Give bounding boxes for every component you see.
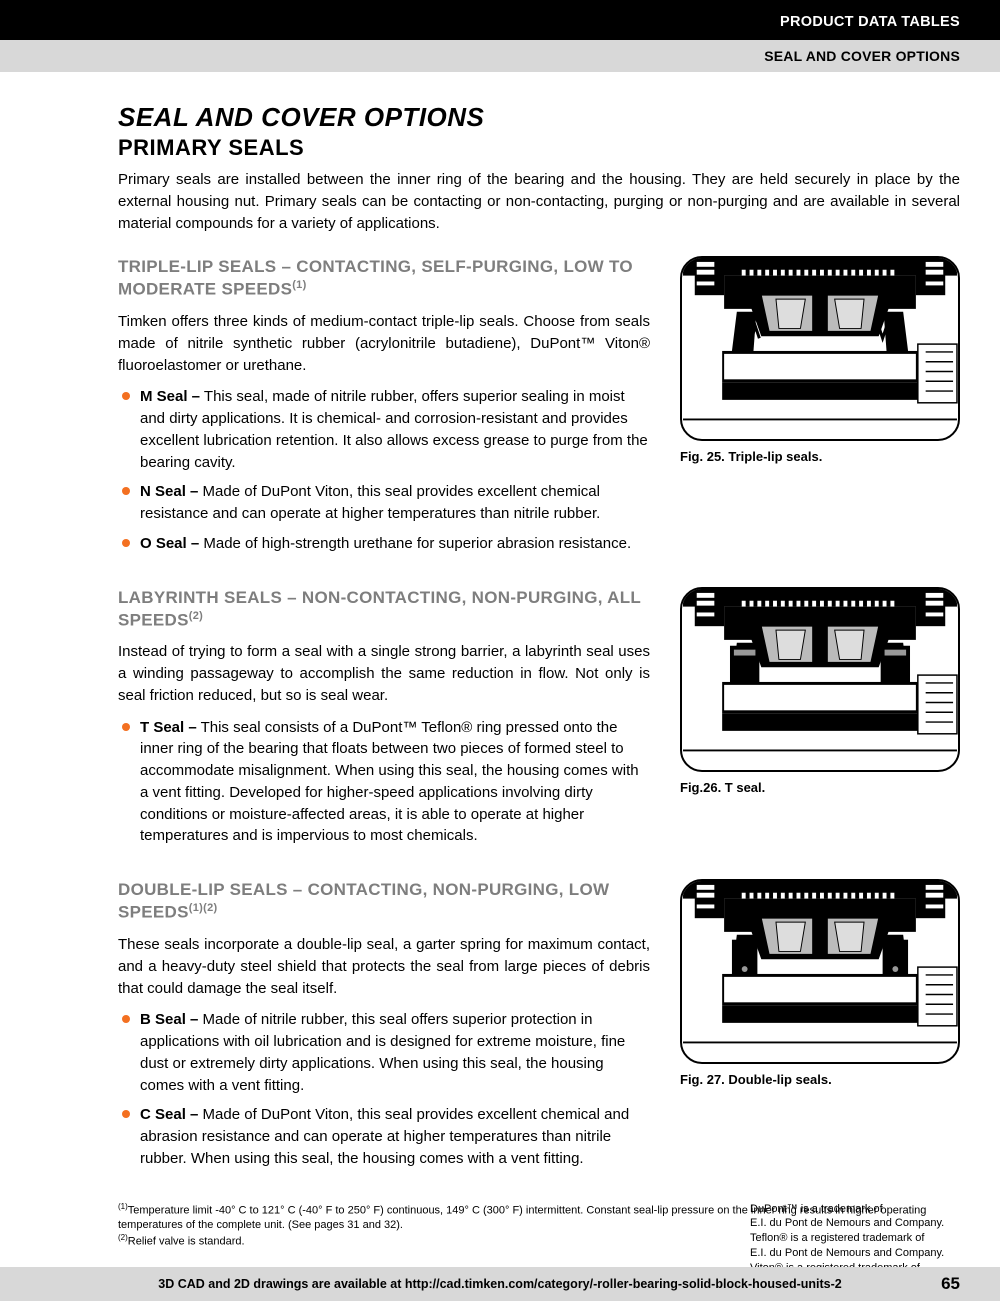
figure-caption: Fig. 27. Double-lip seals. [680,1072,960,1087]
figure-triple-lip [680,256,960,441]
figure-caption: Fig.26. T seal. [680,780,960,795]
footer-text: 3D CAD and 2D drawings are available at … [158,1277,841,1291]
list-item: T Seal – This seal consists of a DuPont™… [118,717,650,848]
list-item: O Seal – Made of high-strength urethane … [118,533,650,555]
figure-caption: Fig. 25. Triple-lip seals. [680,449,960,464]
section-heading: TRIPLE-LIP SEALS – CONTACTING, SELF-PURG… [118,256,650,301]
section-para: These seals incorporate a double-lip sea… [118,934,650,999]
section-para: Timken offers three kinds of medium-cont… [118,311,650,376]
figure-double-lip [680,879,960,1064]
header-category: PRODUCT DATA TABLES [780,14,960,30]
header-gray-bar: SEAL AND COVER OPTIONS [0,40,1000,72]
list-item: N Seal – Made of DuPont Viton, this seal… [118,481,650,525]
page-number: 65 [941,1274,960,1294]
page-title: SEAL AND COVER OPTIONS [118,102,960,133]
figure-t-seal [680,587,960,772]
page-subtitle: PRIMARY SEALS [118,135,960,161]
section-labyrinth: LABYRINTH SEALS – NON-CONTACTING, NON-PU… [118,587,960,856]
page-body: SEAL AND COVER OPTIONS PRIMARY SEALS Pri… [0,72,1000,1249]
bullet-list: B Seal – Made of nitrile rubber, this se… [118,1009,650,1169]
section-double-lip: DOUBLE-LIP SEALS – CONTACTING, NON-PURGI… [118,879,960,1177]
header-black-bar: PRODUCT DATA TABLES [0,0,1000,40]
list-item: M Seal – This seal, made of nitrile rubb… [118,386,650,473]
section-para: Instead of trying to form a seal with a … [118,641,650,706]
list-item: B Seal – Made of nitrile rubber, this se… [118,1009,650,1096]
bullet-list: T Seal – This seal consists of a DuPont™… [118,717,650,848]
intro-paragraph: Primary seals are installed between the … [118,169,960,234]
section-heading: DOUBLE-LIP SEALS – CONTACTING, NON-PURGI… [118,879,650,924]
section-heading: LABYRINTH SEALS – NON-CONTACTING, NON-PU… [118,587,650,632]
header-subcategory: SEAL AND COVER OPTIONS [764,48,960,64]
section-triple-lip: TRIPLE-LIP SEALS – CONTACTING, SELF-PURG… [118,256,960,562]
footer-bar: 3D CAD and 2D drawings are available at … [0,1267,1000,1301]
bullet-list: M Seal – This seal, made of nitrile rubb… [118,386,650,554]
list-item: C Seal – Made of DuPont Viton, this seal… [118,1104,650,1169]
